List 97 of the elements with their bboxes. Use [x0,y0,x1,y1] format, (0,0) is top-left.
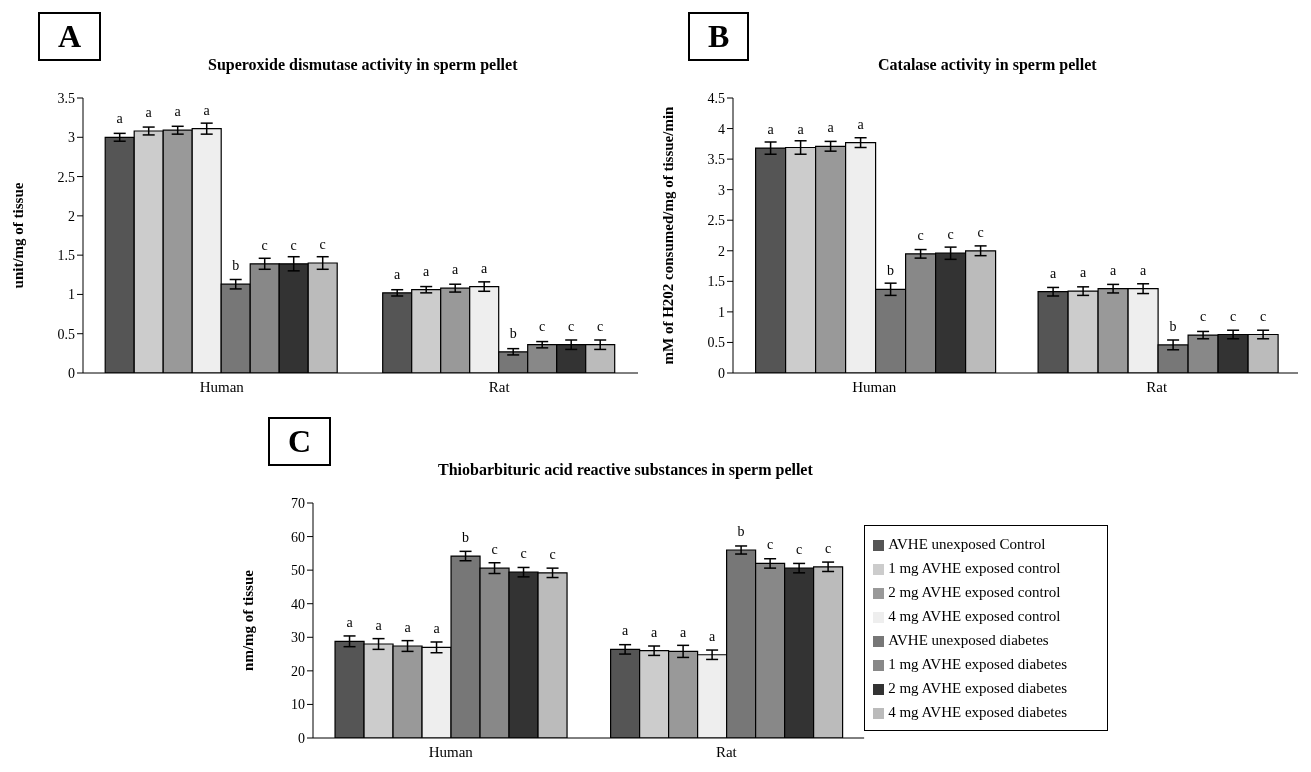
text: A [38,12,102,61]
data-label: c [549,546,556,562]
data-label: b [1169,318,1177,334]
data-label: c [568,318,575,334]
x-tick-label: Rat [488,378,511,395]
text: B [688,12,750,61]
data-label: c [977,224,984,240]
data-label: c [917,227,924,243]
data-label: c [319,237,326,252]
y-tick-label: 4.5 [707,90,725,106]
data-label: a [767,122,775,138]
data-label: c [597,318,604,334]
y-tick-label: 0 [298,730,305,746]
y-tick-label: 3.5 [57,90,75,106]
y-tick-label: 50 [291,563,305,579]
data-label: b [887,263,895,279]
legend-label: 1 mg AVHE exposed control [888,560,1061,576]
data-label: c [1229,308,1237,324]
data-label: b [462,530,470,546]
y-tick-label: 20 [291,663,305,679]
x-tick-label: Rat [715,743,738,760]
data-label: b [737,524,745,539]
data-label: a [404,620,412,636]
y-axis-title: mM of H202 consumed/mg of tissue/min [660,105,677,365]
x-tick-label: Human [199,378,245,395]
data-label: a [1139,262,1147,278]
y-tick-label: 3 [68,130,75,146]
x-tick-label: Rat [1146,378,1168,395]
data-label: a [145,105,153,120]
y-tick-label: 3 [718,182,725,198]
data-label: c [1199,309,1207,325]
y-tick-label: 1 [68,287,75,303]
data-label: a [827,120,835,136]
y-tick-label: 70 [291,495,305,511]
data-label: a [622,623,629,639]
legend-label: 2 mg AVHE exposed control [888,584,1061,600]
x-tick-label: Human [428,743,474,760]
data-label: c [261,237,268,253]
legend-label: AVHE unexposed diabetes [888,632,1049,648]
y-tick-label: 0 [68,365,75,381]
data-label: a [857,116,865,132]
y-tick-label: 2.5 [57,169,75,185]
data-label: a [116,111,124,127]
data-label: c [825,540,832,556]
y-axis-title: unit/mg of tissue [10,182,27,289]
data-label: c [491,542,498,558]
data-label: a [651,624,658,640]
data-label: b [509,325,517,341]
legend-label: 4 mg AVHE exposed control [888,608,1061,624]
legend-label: 1 mg AVHE exposed diabetes [888,656,1067,672]
data-label: a [797,121,805,137]
data-label: a [423,263,431,279]
y-tick-label: 0 [718,365,725,381]
y-tick-label: 2 [718,243,725,259]
y-axis-title: nm/mg of tissue [240,569,257,671]
data-label: a [1109,262,1117,278]
y-tick-label: 0.5 [707,335,725,351]
x-tick-label: Human [852,378,897,395]
data-label: c [1259,308,1267,324]
text: C [268,417,332,466]
y-tick-label: 1.5 [707,274,725,290]
chart-title: Thiobarbituric acid reactive substances in sperm pellet [438,461,813,479]
legend-label: 4 mg AVHE exposed diabetes [888,704,1067,720]
data-label: a [394,266,402,282]
data-label: a [346,615,354,631]
data-label: a [452,262,460,278]
data-label: c [539,318,546,334]
data-label: a [203,102,211,118]
chart-title: Superoxide dismutase activity in sperm pellet [208,56,518,74]
y-tick-label: 1.5 [57,248,75,264]
data-label: a [1049,265,1057,281]
data-label: a [375,618,383,633]
data-label: c [290,237,297,253]
y-tick-label: 2.5 [707,213,725,229]
data-label: c [520,546,527,562]
data-label: c [947,227,954,243]
y-tick-label: 0.5 [57,326,75,342]
y-tick-label: 1 [718,304,725,320]
data-label: a [174,104,182,120]
data-label: a [1079,265,1087,281]
data-label: a [481,260,489,276]
y-tick-label: 4 [718,121,725,137]
data-label: a [433,621,441,637]
y-tick-label: 30 [291,630,305,646]
y-tick-label: 40 [291,596,305,612]
data-label: a [709,628,716,644]
data-label: b [232,258,240,274]
data-label: c [796,542,803,558]
y-tick-label: 2 [68,208,75,224]
data-label: c [767,537,774,553]
legend-label: AVHE unexposed Control [888,536,1046,552]
y-tick-label: 10 [291,697,305,713]
legend-label: 2 mg AVHE exposed diabetes [888,680,1067,696]
chart-title: Catalase activity in sperm pellet [878,56,1097,74]
data-label: a [680,625,687,641]
y-tick-label: 60 [291,529,305,545]
y-tick-label: 3.5 [707,152,725,168]
